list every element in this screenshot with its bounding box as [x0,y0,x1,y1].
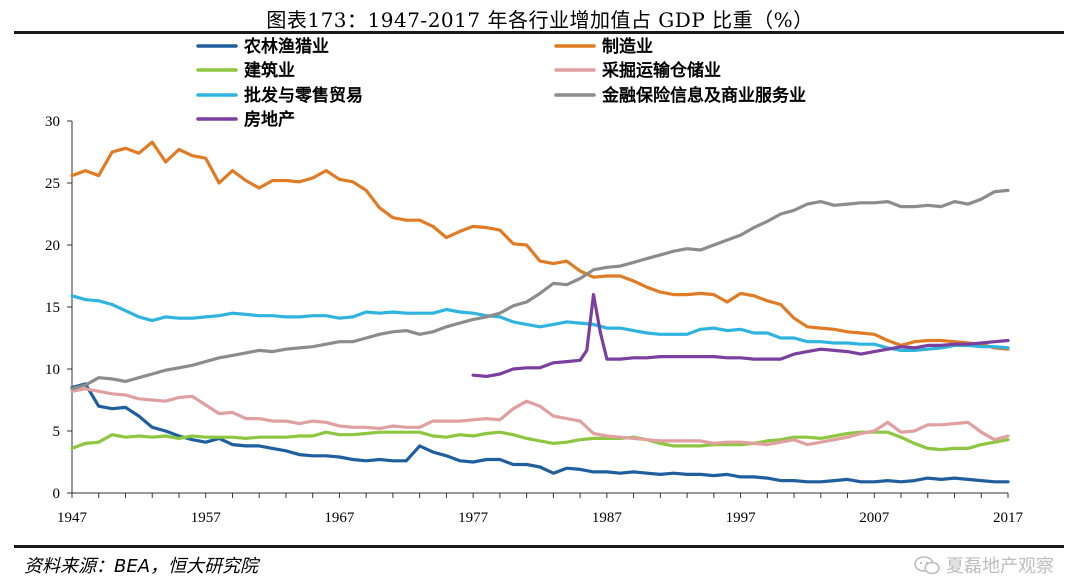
x-tick-label: 1997 [726,510,757,526]
legend-label: 批发与零售贸易 [244,85,363,106]
watermark: 夏磊地产观察 [914,552,1054,578]
legend-label: 制造业 [602,36,653,57]
legend-label: 房地产 [244,109,295,130]
y-tick-label: 5 [53,424,61,440]
bottom-rule [14,545,1064,548]
axes: 0 5 10 15 20 25 30 1947 1957 1967 1977 1987 1997 2007… [45,114,1024,526]
y-tick-label: 20 [45,238,60,254]
legend-label: 采掘运输仓储业 [601,60,721,81]
series-line-2 [70,140,1010,351]
x-tick-label: 1977 [458,510,489,526]
x-tick-label: 1957 [191,510,222,526]
series-line-7 [471,293,1010,378]
watermark-text: 夏磊地产观察 [946,556,1054,577]
y-tick-label: 0 [53,486,61,502]
top-rule [14,31,1064,34]
series-lines [70,140,1010,484]
x-tick-label: 1987 [592,510,623,526]
series-line-5 [70,294,1010,352]
legend-label: 农林渔猎业 [243,36,329,57]
y-tick-label: 25 [45,176,60,192]
legend-label: 金融保险信息及商业服务业 [601,85,806,106]
x-tick-label: 2017 [993,510,1024,526]
series-line-6 [70,188,1010,391]
series-line-1 [70,382,1010,484]
chart-title: 图表173：1947-2017 年各行业增加值占 GDP 比重（%） [266,8,814,32]
series-line-4 [70,387,1010,447]
x-tick-label: 2007 [859,510,890,526]
series-line-3 [70,430,1010,452]
source-note: 资料来源：BEA，恒大研究院 [24,556,259,577]
y-tick-label: 10 [45,362,60,378]
y-tick-label: 30 [45,114,60,130]
wechat-icon [914,556,940,575]
y-tick-label: 15 [45,300,60,316]
legend-label: 建筑业 [244,60,295,81]
x-tick-label: 1967 [324,510,355,526]
x-tick-label: 1947 [57,510,88,526]
